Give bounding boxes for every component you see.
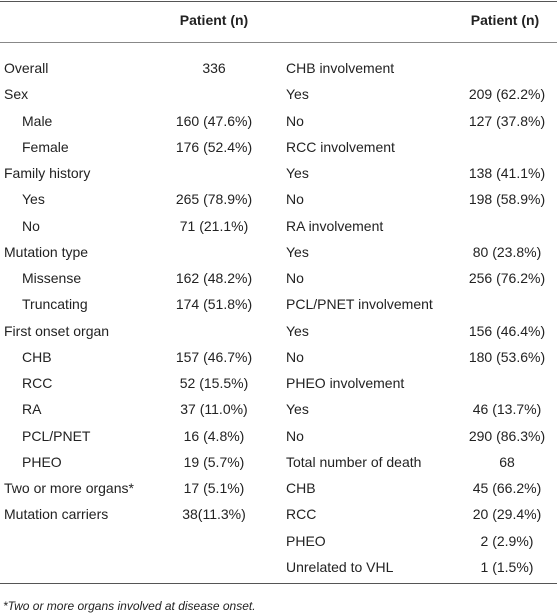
bottom-rule bbox=[0, 583, 557, 584]
row-label: Yes bbox=[286, 322, 309, 339]
row-value: 2 (2.9%) bbox=[480, 532, 534, 549]
row-value: 156 (46.4%) bbox=[468, 322, 546, 339]
row-label: No bbox=[286, 427, 304, 444]
row-value: 290 (86.3%) bbox=[468, 427, 546, 444]
row-label: RCC involvement bbox=[286, 138, 395, 155]
row-label: PHEO involvement bbox=[286, 375, 405, 392]
row-value: 336 bbox=[202, 60, 226, 76]
row-label: Mutation carriers bbox=[4, 506, 109, 523]
header-rule bbox=[0, 42, 557, 43]
row-label: Male bbox=[22, 112, 53, 129]
row-value: 209 (62.2%) bbox=[468, 86, 546, 103]
row-label: CHB involvement bbox=[286, 60, 395, 76]
row-label: Female bbox=[22, 138, 69, 155]
row-label: Sex bbox=[4, 86, 29, 103]
row-value: 38(11.3%) bbox=[182, 506, 246, 523]
row-label: PHEO bbox=[286, 532, 326, 549]
row-label: Truncating bbox=[22, 296, 88, 313]
row-value: 46 (13.7%) bbox=[472, 401, 542, 418]
row-label: Yes bbox=[286, 165, 309, 182]
row-value: 176 (52.4%) bbox=[175, 138, 253, 155]
row-label: No bbox=[286, 191, 304, 208]
row-label: Family history bbox=[4, 165, 91, 182]
row-value: 16 (4.8%) bbox=[183, 427, 245, 444]
row-label: RCC bbox=[286, 506, 317, 523]
row-label: First onset organ bbox=[4, 322, 110, 339]
row-label: Yes bbox=[286, 86, 309, 103]
row-value: 45 (66.2%) bbox=[472, 480, 542, 497]
row-value: 80 (23.8%) bbox=[472, 243, 542, 260]
row-label: Total number of death bbox=[286, 453, 422, 470]
row-label: RA bbox=[22, 401, 42, 418]
row-label: No bbox=[22, 217, 40, 234]
row-value: 52 (15.5%) bbox=[179, 375, 249, 392]
row-value: 1 (1.5%) bbox=[480, 558, 534, 575]
row-value: 157 (46.7%) bbox=[175, 348, 253, 365]
row-value: 180 (53.6%) bbox=[468, 348, 546, 365]
top-rule bbox=[0, 1, 557, 2]
row-label: RCC bbox=[22, 375, 53, 392]
row-label: Two or more organs* bbox=[4, 480, 134, 497]
header: Patient (n) bbox=[179, 12, 249, 28]
row-value: 265 (78.9%) bbox=[175, 191, 253, 208]
row-label: PCL/PNET bbox=[22, 427, 91, 444]
row-value: 198 (58.9%) bbox=[468, 191, 546, 208]
row-value: 162 (48.2%) bbox=[175, 270, 253, 287]
row-value: 37 (11.0%) bbox=[180, 401, 248, 418]
row-value: 20 (29.4%) bbox=[472, 506, 542, 523]
row-label: CHB bbox=[286, 480, 316, 497]
row-label: Unrelated to VHL bbox=[286, 558, 394, 575]
row-label: No bbox=[286, 270, 304, 287]
row-label: Yes bbox=[286, 401, 309, 418]
row-value: 256 (76.2%) bbox=[468, 270, 546, 287]
row-label: PHEO bbox=[22, 453, 62, 470]
row-value: 174 (51.8%) bbox=[175, 296, 253, 313]
row-label: CHB bbox=[22, 348, 52, 365]
row-value: 160 (47.6%) bbox=[175, 112, 253, 129]
row-label: Overall bbox=[4, 60, 49, 76]
row-label: Mutation type bbox=[4, 243, 89, 260]
row-label: No bbox=[286, 112, 304, 129]
row-label: Yes bbox=[22, 191, 45, 208]
row-value: 19 (5.7%) bbox=[183, 453, 245, 470]
row-label: RA involvement bbox=[286, 217, 384, 234]
row-value: 17 (5.1%) bbox=[183, 480, 245, 497]
row-value: 127 (37.8%) bbox=[468, 112, 546, 129]
header: Patient (n) bbox=[470, 12, 540, 28]
row-label: No bbox=[286, 348, 304, 365]
row-label: Yes bbox=[286, 243, 309, 260]
row-label: Missense bbox=[22, 270, 82, 287]
row-label: PCL/PNET involvement bbox=[286, 296, 433, 313]
row-value: 71 (21.1%) bbox=[179, 217, 249, 234]
footnote: *Two or more organs involved at disease … bbox=[3, 599, 256, 613]
row-value: 138 (41.1%) bbox=[468, 165, 546, 182]
row-value: 68 bbox=[499, 453, 515, 470]
